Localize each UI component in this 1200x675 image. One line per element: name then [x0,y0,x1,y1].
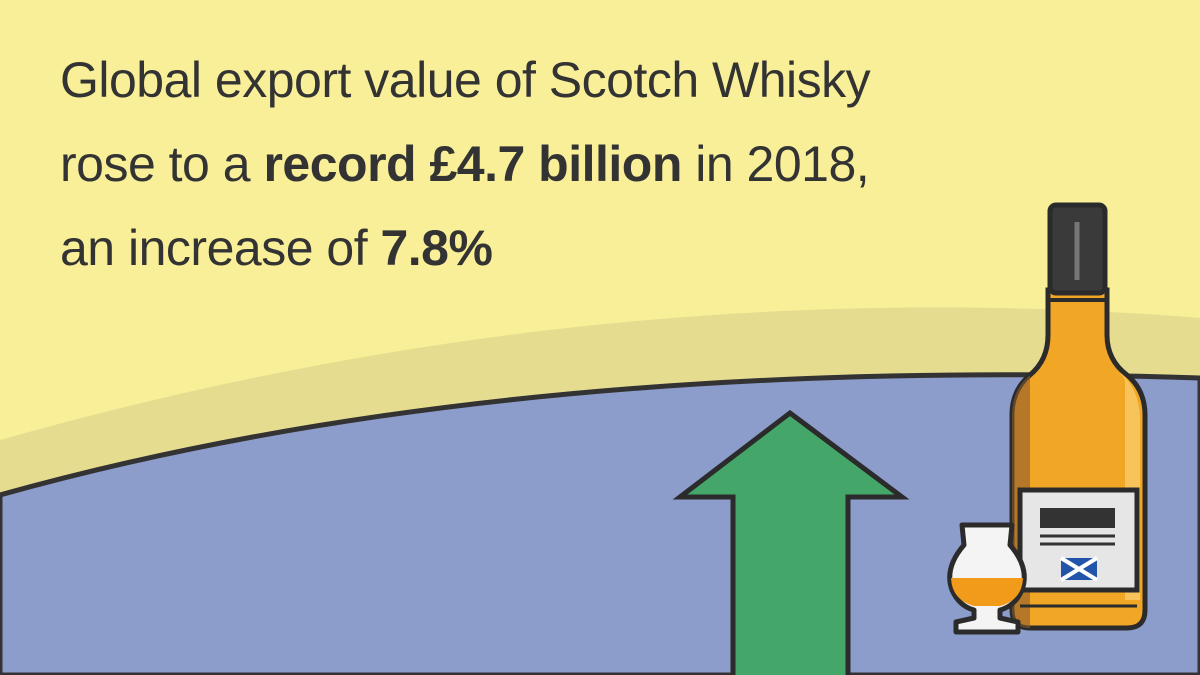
headline-text: Global export value of Scotch Whisky [60,52,871,108]
label-bar [1040,508,1115,528]
bottle [1009,202,1148,631]
headline-line: an increase of 7.8% [60,206,1060,290]
headline: Global export value of Scotch Whisky rose… [60,38,1060,290]
up-arrow [672,409,910,675]
headline-emphasis: record £4.7 billion [263,136,682,192]
headline-text: in 2018, [681,136,870,192]
saltire-cross [1059,556,1099,582]
headline-text: rose to a [60,136,264,192]
headline-line: Global export value of Scotch Whisky [60,38,1060,122]
headline-text: an increase of [60,220,381,276]
headline-emphasis: 7.8% [380,220,493,276]
glass [947,522,1027,635]
headline-line: rose to a record £4.7 billion in 2018, [60,122,1060,206]
glass-whisky [951,578,1023,606]
